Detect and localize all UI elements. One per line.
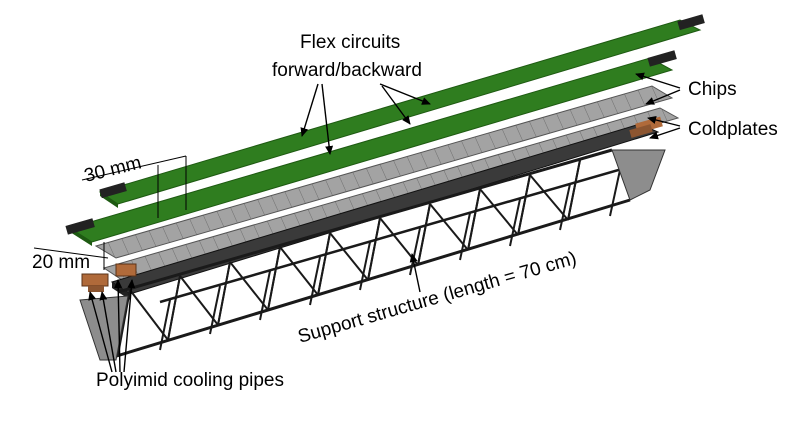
label-cooling-pipes: Polyimid cooling pipes: [96, 370, 284, 391]
label-flex-circuits: Flex circuits: [300, 32, 400, 53]
chips-layer-upper: [94, 85, 674, 259]
cooling-pipes: [81, 263, 137, 292]
flex-circuit-backward: [65, 50, 677, 246]
dimension-20mm: [33, 242, 109, 270]
label-flex-direction: forward/backward: [272, 60, 422, 81]
label-chips: Chips: [688, 79, 737, 100]
label-support-structure: Support structure (length = 70 cm): [296, 248, 579, 348]
dimension-30mm: [81, 155, 187, 218]
label-coldplates: Coldplates: [688, 119, 778, 140]
flex-circuit-forward: [98, 14, 705, 208]
callout-arrows: [88, 72, 681, 373]
label-dim-20mm: 20 mm: [32, 252, 90, 273]
